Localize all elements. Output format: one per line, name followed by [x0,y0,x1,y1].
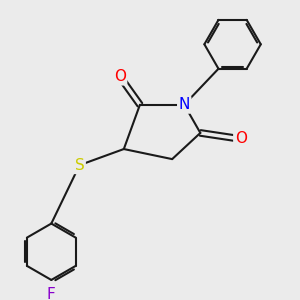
Text: O: O [114,69,126,84]
Text: O: O [235,131,247,146]
Text: N: N [178,97,190,112]
Text: F: F [47,286,56,300]
Text: S: S [75,158,84,173]
